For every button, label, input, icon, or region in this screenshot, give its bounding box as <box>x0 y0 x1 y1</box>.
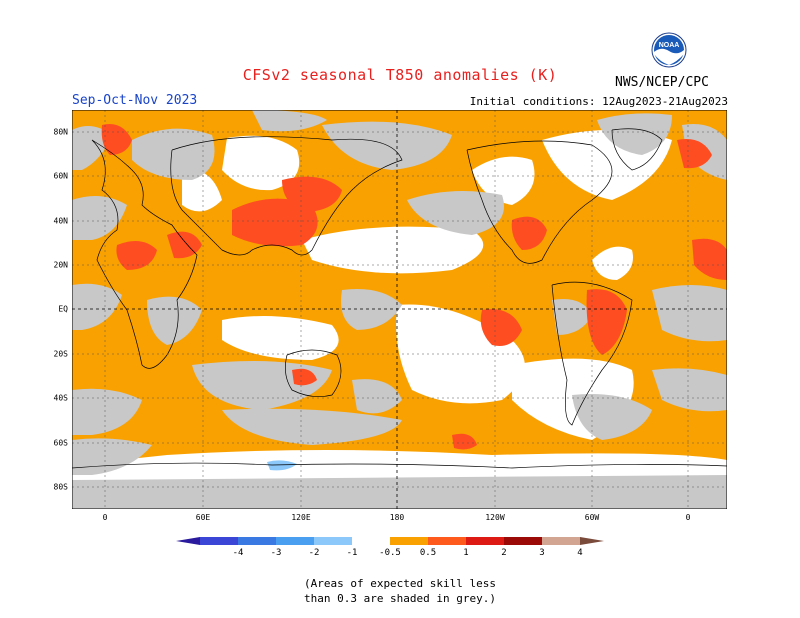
colorbar-segment <box>352 537 390 545</box>
season-label: Sep-Oct-Nov 2023 <box>72 93 198 108</box>
colorbar-tick-label: 2 <box>501 548 506 558</box>
gridlines <box>72 110 727 509</box>
lon-label-180: 180 <box>389 513 405 522</box>
colorbar-arrow-right <box>580 537 604 545</box>
lat-label-80s: 80S <box>53 482 68 492</box>
logo-text: NOAA <box>659 42 680 49</box>
coastlines <box>72 128 727 469</box>
colorbar-tick-label: 3 <box>539 548 544 558</box>
colorbar-tick-label: 1 <box>463 548 468 558</box>
colorbar-segment <box>542 537 580 545</box>
colorbar-segment <box>238 537 276 545</box>
map-title: CFSv2 seasonal T850 anomalies (K) <box>242 66 558 84</box>
lon-label-60w: 60W <box>584 513 600 522</box>
lat-label-20s: 20S <box>53 349 68 359</box>
colorbar-tick-label: -1 <box>347 548 358 558</box>
colorbar-tick-label: 4 <box>577 548 582 558</box>
lat-label-40s: 40S <box>53 393 68 403</box>
colorbar-segment <box>428 537 466 545</box>
colorbar-segment <box>466 537 504 545</box>
lat-label-60n: 60N <box>53 171 68 181</box>
anomaly-map <box>72 110 727 509</box>
skill-note-line2: than 0.3 are shaded in grey.) <box>303 592 497 605</box>
colorbar-tick-label: -0.5 <box>379 548 401 558</box>
colorbar-tick-label: -4 <box>233 548 244 558</box>
colorbar-segment <box>314 537 352 545</box>
lat-label-eq: EQ <box>58 304 68 314</box>
negative-anomaly-patch <box>267 460 297 471</box>
skill-note-line1: (Areas of expected skill less <box>303 577 497 590</box>
colorbar-segment <box>276 537 314 545</box>
lon-label-0: 0 <box>102 513 108 522</box>
colorbar-tick-label: 0.5 <box>420 548 436 558</box>
skill-note: (Areas of expected skill less than 0.3 a… <box>0 576 800 606</box>
strong-anomaly-regions <box>101 124 727 450</box>
lon-label-0-east: 0 <box>685 513 691 522</box>
equator-dateline <box>72 110 727 509</box>
lat-label-40n: 40N <box>53 216 68 226</box>
lon-label-120e: 120E <box>291 513 311 522</box>
colorbar-tick-label: -3 <box>271 548 282 558</box>
lon-label-120w: 120W <box>485 513 505 522</box>
low-skill-regions <box>72 110 727 509</box>
colorbar-arrow-left <box>176 537 200 545</box>
colorbar-segment <box>504 537 542 545</box>
colorbar-legend: -4 -3 -2 -1 -0.5 0.5 1 2 3 4 <box>176 537 604 558</box>
initial-conditions-label: Initial conditions: 12Aug2023-21Aug2023 <box>469 95 728 108</box>
lat-label-20n: 20N <box>53 260 68 270</box>
lat-label-60s: 60S <box>53 438 68 448</box>
colorbar-segment <box>390 537 428 545</box>
lat-label-80n: 80N <box>53 127 68 137</box>
noaa-logo-icon: NOAA <box>651 32 687 68</box>
organization-label: NWS/NCEP/CPC <box>615 75 709 90</box>
colorbar-tick-label: -2 <box>309 548 320 558</box>
lon-label-60e: 60E <box>195 513 211 522</box>
colorbar-segment <box>200 537 238 545</box>
